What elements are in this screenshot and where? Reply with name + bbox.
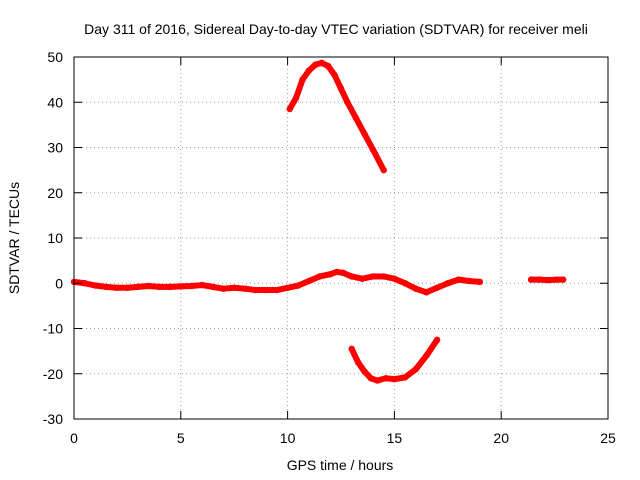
data-point (527, 276, 535, 283)
data-point (273, 286, 281, 294)
x-tick-label: 5 (177, 430, 185, 446)
data-point (465, 277, 473, 285)
x-tick-label: 15 (387, 430, 403, 446)
data-point (113, 284, 120, 291)
data-point (401, 374, 409, 381)
data-point (544, 276, 552, 284)
data-point (198, 281, 206, 289)
data-point (359, 275, 366, 282)
y-tick-label: 20 (47, 185, 63, 201)
series-1 (527, 276, 567, 284)
data-point (305, 67, 313, 74)
data-point (316, 273, 323, 280)
y-tick-label: 10 (47, 230, 63, 246)
data-point (337, 85, 345, 92)
data-point (145, 282, 152, 290)
data-point (252, 286, 259, 294)
data-point (231, 284, 238, 291)
grid-lines (74, 57, 608, 419)
axis-ticks: 0 5 10 15 20 25 -30 -20 -10 0 10 20 30 40 50 (43, 49, 616, 446)
data-point (348, 345, 355, 353)
data-point (295, 282, 302, 289)
data-point (339, 269, 347, 277)
data-point (354, 359, 362, 366)
data-point (444, 280, 451, 287)
data-point (559, 276, 567, 283)
x-tick-label: 0 (70, 430, 78, 446)
data-point (380, 166, 387, 174)
data-point (156, 283, 163, 291)
data-point (81, 280, 88, 287)
series-line (71, 268, 483, 296)
data-point (433, 284, 441, 291)
data-point (209, 283, 217, 291)
data-point (374, 377, 381, 384)
x-tick-label: 25 (600, 430, 616, 446)
data-point (327, 271, 334, 278)
data-point (286, 105, 293, 113)
series-0 (70, 268, 484, 296)
data-point (423, 352, 430, 359)
data-point (333, 268, 340, 276)
y-tick-label: -10 (43, 321, 63, 337)
data-point (348, 273, 355, 280)
data-point (188, 282, 195, 290)
chart-title: Day 311 of 2016, Sidereal Day-to-day VTE… (84, 21, 588, 37)
y-tick-label: 40 (47, 94, 63, 110)
data-point (391, 375, 398, 383)
data-point (412, 285, 419, 292)
data-point (299, 76, 306, 83)
data-point (391, 275, 398, 282)
data-point (423, 289, 430, 296)
data-point (292, 94, 300, 101)
data-point (220, 285, 227, 292)
series-2 (286, 59, 387, 174)
y-tick-label: -20 (43, 366, 63, 382)
data-point (361, 368, 368, 375)
data-point (305, 277, 313, 285)
data-point (352, 114, 360, 122)
data-point (344, 99, 351, 106)
data-point (412, 366, 419, 373)
data-point (177, 283, 184, 290)
data-point (166, 283, 174, 291)
data-point (536, 276, 543, 283)
data-point (367, 375, 375, 382)
data-point (284, 284, 291, 291)
data-point (382, 375, 390, 382)
data-point (380, 273, 387, 280)
data-point (324, 62, 332, 70)
data-point (369, 146, 377, 153)
data-series (70, 59, 567, 384)
y-tick-label: 50 (47, 49, 63, 65)
data-point (92, 282, 99, 289)
data-point (401, 280, 409, 287)
data-point (433, 336, 441, 344)
data-point (102, 283, 110, 291)
data-point (124, 284, 131, 291)
data-point (553, 276, 560, 283)
data-point (369, 273, 377, 280)
series-3 (348, 336, 441, 384)
y-tick-label: 0 (55, 275, 63, 291)
x-tick-label: 10 (280, 430, 296, 446)
data-point (331, 71, 338, 79)
x-axis-label: GPS time / hours (287, 457, 394, 473)
y-tick-label: 30 (47, 140, 63, 156)
data-point (476, 278, 484, 286)
data-point (241, 285, 249, 292)
data-point (134, 283, 142, 291)
x-tick-label: 20 (493, 430, 509, 446)
data-point (455, 276, 462, 283)
y-axis-label: SDTVAR / TECUs (6, 182, 22, 294)
data-point (318, 59, 325, 67)
data-point (312, 61, 319, 68)
data-point (263, 286, 270, 294)
y-tick-label: -30 (43, 411, 63, 427)
data-point (361, 130, 368, 138)
